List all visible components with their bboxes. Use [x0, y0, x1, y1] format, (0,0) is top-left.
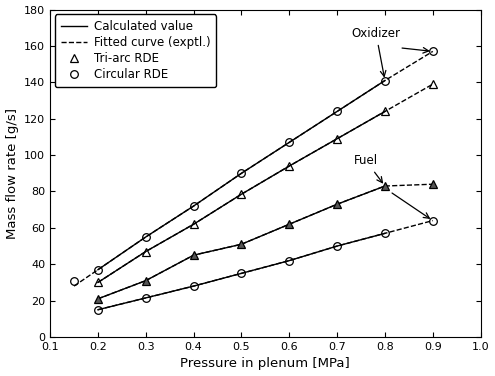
- Text: Fuel: Fuel: [354, 154, 383, 183]
- Text: Oxidizer: Oxidizer: [351, 27, 400, 76]
- Y-axis label: Mass flow rate [g/s]: Mass flow rate [g/s]: [5, 108, 18, 239]
- Legend: Calculated value, Fitted curve (exptl.), Tri-arc RDE, Circular RDE: Calculated value, Fitted curve (exptl.),…: [55, 14, 216, 87]
- X-axis label: Pressure in plenum [MPa]: Pressure in plenum [MPa]: [181, 358, 350, 370]
